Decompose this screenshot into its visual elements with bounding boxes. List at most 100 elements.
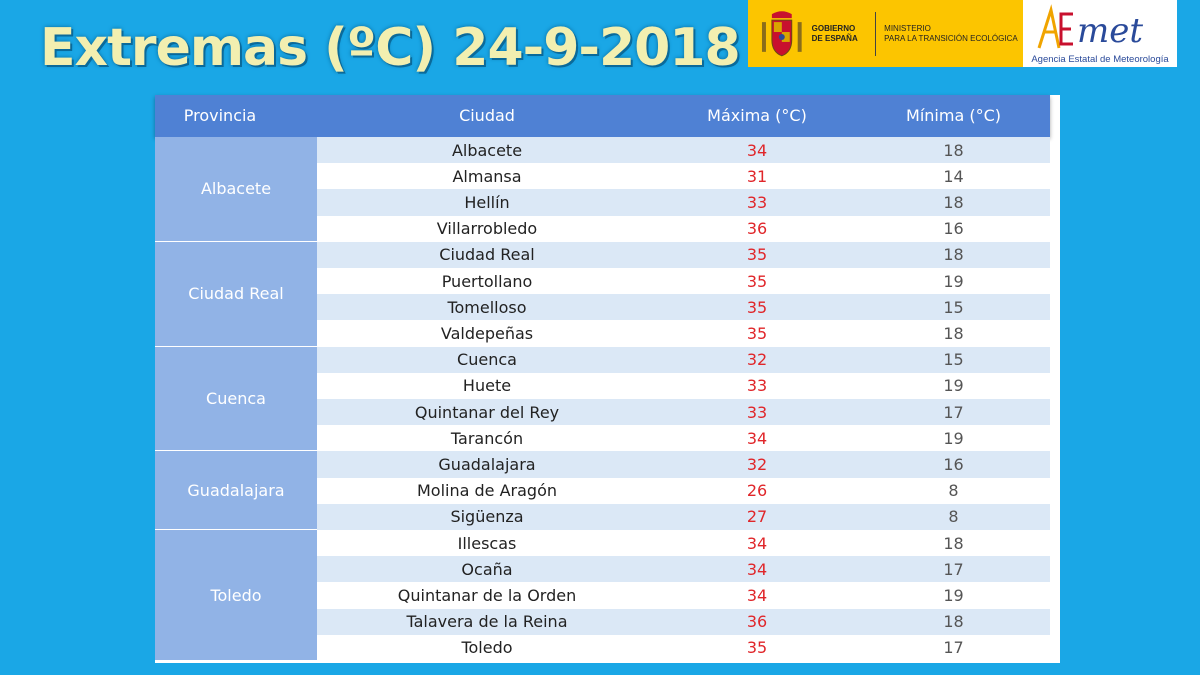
max-temp-cell: 35	[746, 297, 768, 317]
aemet-logo: met	[1037, 4, 1143, 51]
min-temp-cell: 14	[943, 166, 964, 186]
max-temp-cell: 31	[746, 166, 768, 186]
city-cell: Hellín	[464, 192, 510, 212]
ministry-line-2: PARA LA TRANSICIÓN ECOLÓGICA	[884, 33, 1018, 43]
province-cell: Cuenca	[155, 346, 317, 452]
column-header-maxima: Máxima (°C)	[707, 106, 807, 125]
table-header: Provincia Ciudad Máxima (°C) Mínima (°C)	[155, 95, 1050, 137]
min-temp-cell: 18	[943, 533, 964, 553]
max-temp-cell: 35	[746, 323, 768, 343]
max-temp-cell: 36	[746, 612, 768, 632]
government-text: GOBIERNO DE ESPAÑA	[812, 24, 868, 44]
aemet-subtitle: Agencia Estatal de Meteorología	[1031, 54, 1169, 65]
city-cell: Albacete	[451, 140, 523, 160]
max-temp-cell: 35	[746, 245, 768, 265]
min-temp-cell: 16	[943, 219, 964, 239]
banner-divider	[875, 11, 877, 56]
min-temp-cell: 17	[943, 402, 964, 422]
city-cell: Molina de Aragón	[416, 481, 557, 501]
max-temp-cell: 33	[746, 402, 768, 422]
max-temp-cell: 35	[746, 638, 768, 658]
city-cell: Villarrobledo	[436, 219, 538, 239]
city-cell: Illescas	[457, 533, 517, 553]
column-header-provincia: Provincia	[183, 106, 257, 125]
table-row: Talavera de la Reina 36 18	[317, 608, 1050, 635]
min-temp-cell: 19	[943, 428, 964, 448]
max-temp-cell: 34	[746, 428, 768, 448]
city-cell: Talavera de la Reina	[406, 612, 568, 632]
table-row: Illescas 34 18	[317, 530, 1050, 556]
table-row: Puertollano 35 19	[317, 268, 1050, 294]
max-temp-cell: 32	[746, 350, 768, 370]
province-cell: Albacete	[155, 137, 317, 242]
table-row: Villarrobledo 36 16	[317, 216, 1050, 242]
min-temp-cell: 19	[943, 376, 964, 396]
min-temp-cell: 18	[943, 140, 964, 160]
max-temp-cell: 34	[746, 140, 768, 160]
max-temp-cell: 36	[746, 219, 768, 239]
city-cell: Quintanar del Rey	[414, 402, 560, 422]
city-cell: Guadalajara	[438, 454, 536, 474]
table-row: Hellín 33 18	[317, 189, 1050, 216]
max-temp-cell: 27	[746, 507, 768, 527]
table-row: Almansa 31 14	[317, 163, 1050, 189]
table-row: Tomelloso 35 15	[317, 294, 1050, 321]
table-row: Ciudad Real 35 18	[317, 241, 1050, 268]
table-row: Albacete 34 18	[317, 137, 1050, 164]
city-cell: Tarancón	[450, 428, 524, 448]
min-temp-cell: 18	[943, 612, 964, 632]
ministry-text: MINISTERIO PARA LA TRANSICIÓN ECOLÓGICA	[884, 24, 1023, 44]
table-row: Tarancón 34 19	[317, 425, 1050, 451]
spain-coat-of-arms-icon	[761, 10, 802, 56]
max-temp-cell: 34	[746, 559, 768, 579]
table-row: Guadalajara 32 16	[317, 451, 1050, 478]
min-temp-cell: 18	[943, 245, 964, 265]
min-temp-cell: 19	[943, 585, 964, 605]
min-temp-cell: 8	[948, 507, 959, 527]
page-title: Extremas (ºC) 24-9-2018	[40, 18, 741, 78]
ministry-line-1: MINISTERIO	[884, 23, 931, 33]
min-temp-cell: 17	[943, 559, 964, 579]
max-temp-cell: 34	[746, 585, 768, 605]
gov-line-1: GOBIERNO	[811, 23, 856, 33]
table-row: Valdepeñas 35 18	[317, 320, 1050, 346]
province-cell: Ciudad Real	[155, 241, 317, 347]
max-temp-cell: 32	[746, 454, 768, 474]
max-temp-cell: 33	[746, 376, 768, 396]
city-cell: Cuenca	[457, 350, 517, 370]
city-cell: Almansa	[452, 166, 522, 186]
column-header-ciudad: Ciudad	[459, 106, 515, 125]
city-cell: Toledo	[461, 638, 513, 658]
city-cell: Puertollano	[441, 271, 533, 291]
gov-line-2: DE ESPAÑA	[811, 33, 858, 43]
max-temp-cell: 33	[746, 192, 768, 212]
aemet-logo-box: met Agencia Estatal de Meteorología	[1023, 0, 1177, 67]
city-cell: Ocaña	[461, 559, 513, 579]
svg-text:met: met	[1077, 11, 1143, 51]
table-row: Cuenca 32 15	[317, 346, 1050, 373]
table-row: Quintanar de la Orden 34 19	[317, 582, 1050, 608]
max-temp-cell: 26	[746, 481, 768, 501]
table-row: Sigüenza 27 8	[317, 503, 1050, 530]
table-row: Quintanar del Rey 33 17	[317, 399, 1050, 426]
max-temp-cell: 35	[746, 271, 768, 291]
min-temp-cell: 15	[943, 297, 964, 317]
min-temp-cell: 8	[948, 481, 959, 501]
column-header-minima: Mínima (°C)	[906, 106, 1001, 125]
table-row: Molina de Aragón 26 8	[317, 478, 1050, 504]
table-row: Toledo 35 17	[317, 635, 1050, 661]
province-cell: Toledo	[155, 530, 317, 661]
city-cell: Sigüenza	[450, 507, 524, 527]
min-temp-cell: 18	[943, 192, 964, 212]
temperature-table: Provincia Ciudad Máxima (°C) Mínima (°C)…	[155, 95, 1060, 663]
max-temp-cell: 34	[746, 533, 768, 553]
city-cell: Quintanar de la Orden	[397, 585, 577, 605]
min-temp-cell: 18	[943, 323, 964, 343]
city-cell: Valdepeñas	[440, 323, 534, 343]
table-row: Ocaña 34 17	[317, 556, 1050, 583]
government-banner: GOBIERNO DE ESPAÑA MINISTERIO PARA LA TR…	[748, 0, 1023, 67]
city-cell: Tomelloso	[447, 297, 527, 317]
min-temp-cell: 16	[943, 454, 964, 474]
min-temp-cell: 17	[943, 638, 964, 658]
city-cell: Huete	[462, 376, 512, 396]
